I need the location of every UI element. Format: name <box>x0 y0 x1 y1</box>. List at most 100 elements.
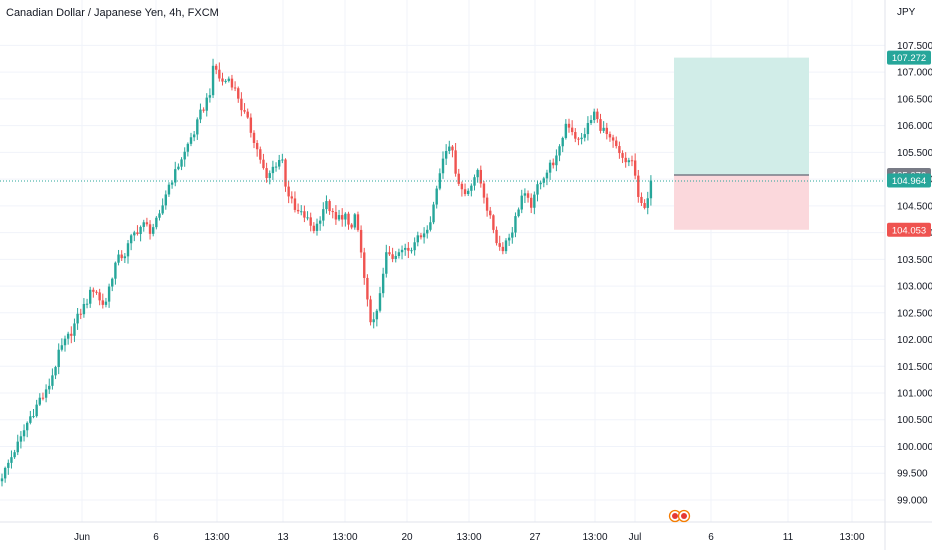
candle[interactable] <box>457 168 460 186</box>
candle[interactable] <box>189 132 193 147</box>
candle[interactable] <box>199 103 202 124</box>
candle[interactable] <box>646 191 649 215</box>
candle[interactable] <box>536 180 539 202</box>
candle[interactable] <box>57 343 60 375</box>
candle[interactable] <box>381 267 385 298</box>
candle[interactable] <box>482 181 486 204</box>
candle[interactable] <box>237 86 240 103</box>
candle[interactable] <box>489 206 492 219</box>
candle[interactable] <box>520 189 523 214</box>
candle[interactable] <box>240 92 243 117</box>
candle[interactable] <box>29 410 32 425</box>
candle[interactable] <box>183 147 186 167</box>
candle[interactable] <box>152 223 155 237</box>
candle[interactable] <box>265 162 268 183</box>
candle[interactable] <box>129 233 133 251</box>
candle[interactable] <box>10 450 13 469</box>
candle[interactable] <box>363 247 366 285</box>
candle[interactable] <box>564 119 568 140</box>
candle[interactable] <box>495 226 498 246</box>
candle[interactable] <box>344 212 347 227</box>
candle[interactable] <box>221 72 224 86</box>
candle[interactable] <box>306 211 309 221</box>
candle[interactable] <box>303 205 306 223</box>
candle[interactable] <box>26 421 29 438</box>
candle[interactable] <box>372 312 375 329</box>
candle[interactable] <box>180 157 183 171</box>
candle[interactable] <box>388 246 391 256</box>
candle[interactable] <box>133 230 136 242</box>
candle[interactable] <box>369 295 372 326</box>
candle[interactable] <box>602 121 605 133</box>
candle[interactable] <box>470 183 473 197</box>
candle[interactable] <box>60 338 64 352</box>
candle[interactable] <box>293 191 297 213</box>
candle[interactable] <box>79 308 82 320</box>
candle[interactable] <box>215 63 218 75</box>
candle[interactable] <box>192 130 196 142</box>
candle[interactable] <box>577 137 580 146</box>
candle[interactable] <box>637 169 640 203</box>
candle[interactable] <box>429 216 432 232</box>
candle[interactable] <box>107 283 111 308</box>
candle[interactable] <box>177 163 180 171</box>
candle[interactable] <box>48 378 51 394</box>
candle[interactable] <box>580 132 583 145</box>
candle[interactable] <box>271 160 275 180</box>
candle[interactable] <box>0 473 4 487</box>
candle[interactable] <box>164 190 167 210</box>
candle[interactable] <box>385 244 388 278</box>
candle[interactable] <box>186 142 190 157</box>
candle[interactable] <box>511 227 514 244</box>
candle[interactable] <box>205 93 208 117</box>
candle[interactable] <box>444 144 448 165</box>
candle[interactable] <box>615 136 618 149</box>
candle[interactable] <box>246 108 249 119</box>
candle[interactable] <box>407 242 410 259</box>
candle[interactable] <box>485 193 489 217</box>
candle[interactable] <box>224 79 227 84</box>
candle[interactable] <box>230 74 234 91</box>
candle[interactable] <box>608 131 612 142</box>
candle[interactable] <box>322 202 325 227</box>
candle[interactable] <box>570 120 574 136</box>
candle[interactable] <box>13 449 16 459</box>
candle[interactable] <box>438 168 442 191</box>
candle[interactable] <box>73 318 76 342</box>
candle[interactable] <box>596 108 599 123</box>
candle[interactable] <box>611 134 615 148</box>
candle[interactable] <box>583 127 586 142</box>
candle[interactable] <box>552 158 555 169</box>
candle[interactable] <box>454 143 457 177</box>
candle[interactable] <box>337 209 341 222</box>
candle[interactable] <box>419 232 423 240</box>
candle[interactable] <box>309 212 312 232</box>
candle[interactable] <box>359 225 363 259</box>
candle[interactable] <box>460 181 464 197</box>
candle[interactable] <box>120 250 123 261</box>
candle[interactable] <box>476 168 479 183</box>
candle[interactable] <box>589 115 593 125</box>
candle[interactable] <box>426 225 429 239</box>
candle[interactable] <box>243 103 246 114</box>
candle[interactable] <box>394 251 397 263</box>
candle[interactable] <box>259 146 262 164</box>
candle[interactable] <box>161 198 164 215</box>
candle[interactable] <box>404 243 407 256</box>
candle[interactable] <box>350 223 353 230</box>
candle[interactable] <box>574 128 577 143</box>
candle[interactable] <box>605 122 608 140</box>
candle[interactable] <box>448 140 451 155</box>
candle[interactable] <box>492 214 495 234</box>
candle[interactable] <box>262 153 265 170</box>
candle[interactable] <box>98 288 101 306</box>
candle[interactable] <box>32 408 35 419</box>
candle[interactable] <box>514 212 517 238</box>
candle[interactable] <box>318 216 322 231</box>
candle[interactable] <box>155 216 158 230</box>
candle[interactable] <box>22 424 26 442</box>
candle[interactable] <box>542 176 545 188</box>
candle[interactable] <box>66 331 70 345</box>
candle[interactable] <box>287 180 290 204</box>
